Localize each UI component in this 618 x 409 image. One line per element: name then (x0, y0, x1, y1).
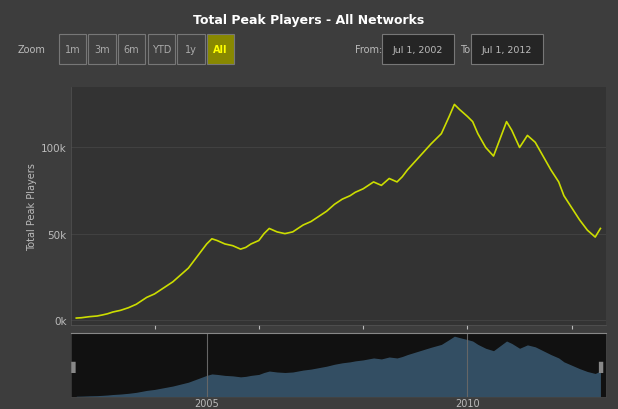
Y-axis label: Total Peak Players: Total Peak Players (27, 163, 37, 250)
Text: ▐: ▐ (67, 361, 75, 372)
Text: All: All (213, 45, 228, 55)
Text: 1m: 1m (64, 45, 80, 55)
Text: 6m: 6m (124, 45, 140, 55)
Text: Total Peak Players - All Networks: Total Peak Players - All Networks (193, 14, 425, 27)
Text: 3m: 3m (94, 45, 110, 55)
Text: Jul 1, 2012: Jul 1, 2012 (482, 45, 532, 54)
Text: To:: To: (460, 45, 473, 55)
Text: YTD: YTD (151, 45, 171, 55)
Text: 1y: 1y (185, 45, 197, 55)
Text: Zoom: Zoom (17, 45, 45, 55)
Text: Jul 1, 2002: Jul 1, 2002 (393, 45, 443, 54)
Text: ▌: ▌ (598, 361, 606, 372)
Text: From:: From: (355, 45, 383, 55)
